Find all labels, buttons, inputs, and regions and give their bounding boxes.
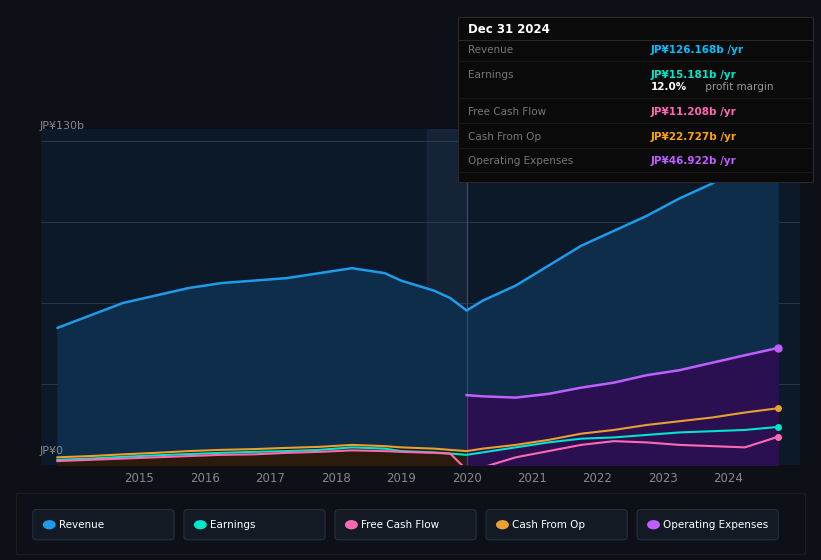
Text: Dec 31 2024: Dec 31 2024 xyxy=(468,22,550,36)
Text: Revenue: Revenue xyxy=(468,45,513,55)
Text: Earnings: Earnings xyxy=(210,520,255,530)
Text: profit margin: profit margin xyxy=(702,82,773,92)
Bar xyxy=(427,129,466,465)
Text: Operating Expenses: Operating Expenses xyxy=(468,156,573,166)
Text: Cash From Op: Cash From Op xyxy=(512,520,585,530)
Text: Cash From Op: Cash From Op xyxy=(468,132,541,142)
Text: JP¥15.181b /yr: JP¥15.181b /yr xyxy=(651,70,736,80)
Text: Free Cash Flow: Free Cash Flow xyxy=(468,107,546,117)
Text: JP¥0: JP¥0 xyxy=(39,446,63,456)
Text: JP¥130b: JP¥130b xyxy=(39,121,85,131)
Text: Operating Expenses: Operating Expenses xyxy=(663,520,768,530)
Text: JP¥22.727b /yr: JP¥22.727b /yr xyxy=(651,132,737,142)
Text: Earnings: Earnings xyxy=(468,70,513,80)
Text: JP¥11.208b /yr: JP¥11.208b /yr xyxy=(651,107,736,117)
Text: Revenue: Revenue xyxy=(59,520,104,530)
Text: 12.0%: 12.0% xyxy=(651,82,687,92)
Text: Free Cash Flow: Free Cash Flow xyxy=(361,520,439,530)
Text: JP¥126.168b /yr: JP¥126.168b /yr xyxy=(651,45,744,55)
Text: JP¥46.922b /yr: JP¥46.922b /yr xyxy=(651,156,736,166)
